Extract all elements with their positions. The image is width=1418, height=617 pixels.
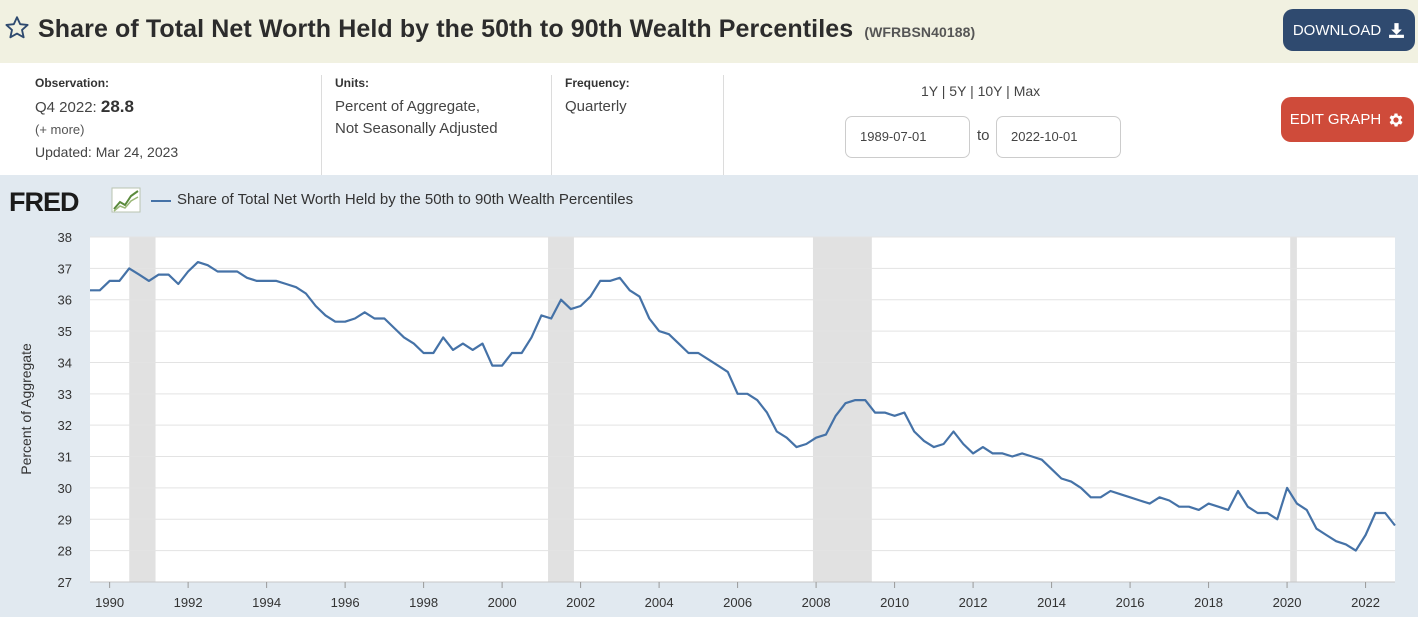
y-tick-label: 31: [58, 450, 72, 465]
y-axis-label: Percent of Aggregate: [18, 343, 34, 475]
title-bar: Share of Total Net Worth Held by the 50t…: [0, 0, 1418, 63]
y-tick-label: 37: [58, 261, 72, 276]
frequency-block: Frequency: Quarterly: [565, 76, 630, 118]
units-line-1: Percent of Aggregate,: [335, 98, 481, 115]
legend-label: Share of Total Net Worth Held by the 50t…: [177, 191, 634, 208]
y-tick-label: 34: [58, 355, 72, 370]
more-link[interactable]: (+ more): [35, 122, 85, 137]
y-axis-ticks: 27 28 29 30 31 32 33 34 35 36 37 38: [58, 230, 72, 590]
range-links: 1Y | 5Y | 10Y | Max: [921, 83, 1040, 99]
units-heading: Units:: [335, 76, 369, 90]
y-tick-label: 30: [58, 481, 72, 496]
download-icon: [1389, 22, 1405, 38]
download-button[interactable]: DOWNLOAD: [1283, 9, 1415, 51]
series-meta: Observation: Q4 2022: 28.8 (+ more) Upda…: [0, 63, 1418, 175]
range-separator: |: [941, 83, 946, 99]
recession-band: [548, 237, 574, 582]
x-axis-ticks: 1990 1992 1994 1996 1998 2000 2002 2004 2006 2008…: [95, 582, 1380, 610]
x-tick-label: 1994: [252, 595, 281, 610]
range-10y-link[interactable]: 10Y: [977, 83, 1003, 99]
observation-heading: Observation:: [35, 76, 110, 90]
y-tick-label: 28: [58, 544, 72, 559]
x-tick-label: 1992: [174, 595, 203, 610]
end-date-input[interactable]: 2022-10-01: [996, 116, 1121, 158]
y-tick-label: 29: [58, 512, 72, 527]
y-tick-label: 35: [58, 324, 72, 339]
units-block: Units: Percent of Aggregate, Not Seasona…: [335, 76, 498, 140]
observation-value: 28.8: [100, 97, 134, 116]
legend-swatch: [151, 200, 171, 202]
y-tick-label: 32: [58, 418, 72, 433]
series-line: [90, 260, 1396, 552]
divider: [723, 75, 724, 175]
fred-logo: FRED: [9, 187, 79, 217]
x-tick-label: 2004: [645, 595, 674, 610]
y-tick-label: 33: [58, 387, 72, 402]
updated-date: Updated: Mar 24, 2023: [35, 144, 179, 160]
series-title-text: Share of Total Net Worth Held by the 50t…: [38, 15, 854, 43]
to-label: to: [977, 127, 990, 144]
range-1y-link[interactable]: 1Y: [921, 83, 938, 99]
observation-period: Q4 2022:: [35, 99, 97, 116]
recession-band: [812, 237, 872, 582]
x-tick-label: 2000: [488, 595, 517, 610]
recession-bands: [90, 237, 1395, 582]
star-icon[interactable]: [3, 14, 31, 42]
range-max-link[interactable]: Max: [1013, 83, 1041, 99]
x-tick-label: 2012: [959, 595, 988, 610]
edit-graph-button[interactable]: EDIT GRAPH: [1281, 97, 1414, 142]
plot-background: [90, 237, 1395, 582]
x-tick-label: 2022: [1351, 595, 1380, 610]
recession-band: [129, 237, 156, 582]
frequency-heading: Frequency:: [565, 76, 630, 90]
range-separator: |: [1006, 83, 1010, 99]
observation-block: Observation: Q4 2022: 28.8 (+ more) Upda…: [35, 76, 178, 163]
frequency-value: Quarterly: [565, 98, 627, 115]
fred-graph-icon: [111, 187, 141, 213]
start-date-input[interactable]: 1989-07-01: [845, 116, 970, 158]
x-tick-label: 1998: [409, 595, 438, 610]
y-tick-label: 38: [58, 230, 72, 245]
units-line-2: Not Seasonally Adjusted: [335, 120, 498, 137]
x-tick-label: 2010: [880, 595, 909, 610]
x-tick-label: 2020: [1273, 595, 1302, 610]
x-tick-label: 2006: [723, 595, 752, 610]
x-tick-label: 1996: [331, 595, 360, 610]
x-tick-label: 2014: [1037, 595, 1066, 610]
series-polyline: [90, 260, 1396, 552]
gear-icon: [1389, 112, 1403, 127]
download-label: DOWNLOAD: [1292, 21, 1382, 39]
y-tick-label: 36: [58, 293, 72, 308]
page-title: Share of Total Net Worth Held by the 50t…: [38, 15, 975, 44]
recession-band: [1290, 237, 1297, 582]
series-id: (WFRBSN40188): [864, 24, 976, 40]
x-tick-label: 2002: [566, 595, 595, 610]
observation-line: Q4 2022: 28.8: [35, 96, 178, 119]
x-tick-label: 2018: [1194, 595, 1223, 610]
gridlines: [90, 236, 1395, 583]
divider: [321, 75, 322, 175]
chart-panel: FRED Share of Total Net Worth Held by th…: [0, 175, 1418, 617]
x-tick-label: 2008: [802, 595, 831, 610]
range-separator: |: [970, 83, 974, 99]
edit-graph-label: EDIT GRAPH: [1289, 111, 1382, 128]
x-tick-label: 2016: [1116, 595, 1145, 610]
range-5y-link[interactable]: 5Y: [949, 83, 967, 99]
divider: [551, 75, 552, 175]
y-tick-label: 27: [58, 575, 72, 590]
x-tick-label: 1990: [95, 595, 124, 610]
